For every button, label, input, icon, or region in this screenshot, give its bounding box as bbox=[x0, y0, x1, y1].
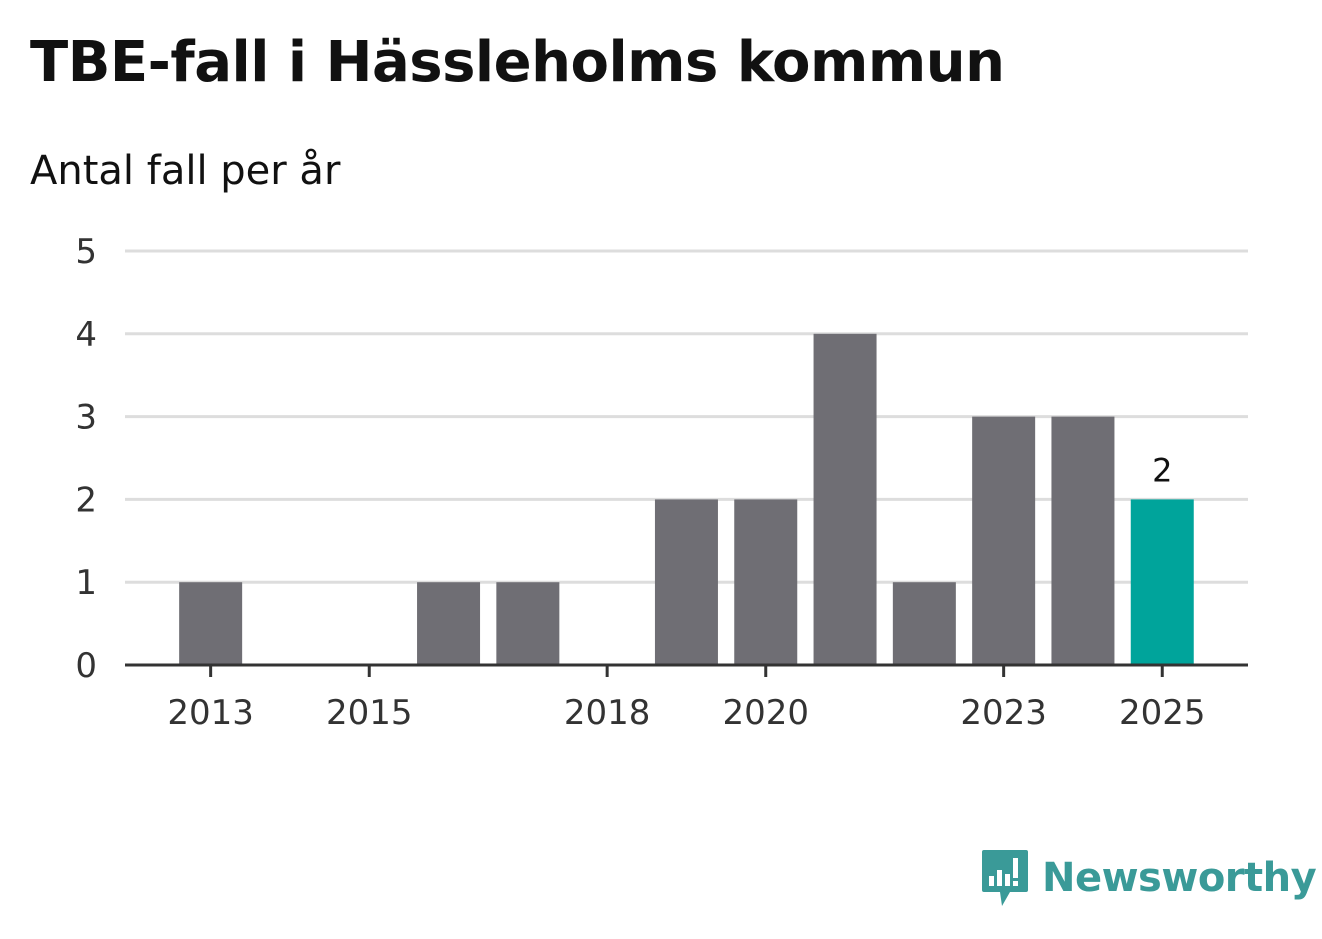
x-tick-label: 2013 bbox=[167, 693, 254, 733]
chart-subtitle: Antal fall per år bbox=[30, 148, 341, 194]
newsworthy-logo-icon bbox=[982, 850, 1028, 906]
chart-title: TBE-fall i Hässleholms kommun bbox=[30, 30, 1005, 95]
x-tick-label: 2025 bbox=[1119, 693, 1206, 733]
bar-2025 bbox=[1130, 499, 1194, 665]
y-tick-label: 4 bbox=[75, 315, 97, 355]
bar-2017 bbox=[496, 582, 560, 665]
y-tick-label: 1 bbox=[75, 563, 97, 603]
bar-2020 bbox=[734, 499, 798, 665]
y-tick-label: 2 bbox=[75, 480, 97, 520]
x-tick-label: 2020 bbox=[722, 693, 809, 733]
x-tick-label: 2015 bbox=[326, 693, 413, 733]
bar-2023 bbox=[972, 416, 1036, 665]
x-tick-label: 2018 bbox=[564, 693, 651, 733]
bar-2019 bbox=[654, 499, 718, 665]
bar-2024 bbox=[1051, 416, 1115, 665]
brand-logo: Newsworthy bbox=[980, 848, 1317, 908]
y-tick-label: 5 bbox=[75, 232, 97, 272]
x-tick-label: 2023 bbox=[960, 693, 1047, 733]
bar-2021 bbox=[813, 333, 877, 665]
brand-name: Newsworthy bbox=[1042, 855, 1317, 901]
y-tick-label: 0 bbox=[75, 646, 97, 686]
bar-2013 bbox=[179, 582, 243, 665]
y-tick-label: 3 bbox=[75, 398, 97, 438]
bar-2016 bbox=[417, 582, 481, 665]
data-label: 2 bbox=[1152, 451, 1172, 489]
bar-2022 bbox=[892, 582, 956, 665]
